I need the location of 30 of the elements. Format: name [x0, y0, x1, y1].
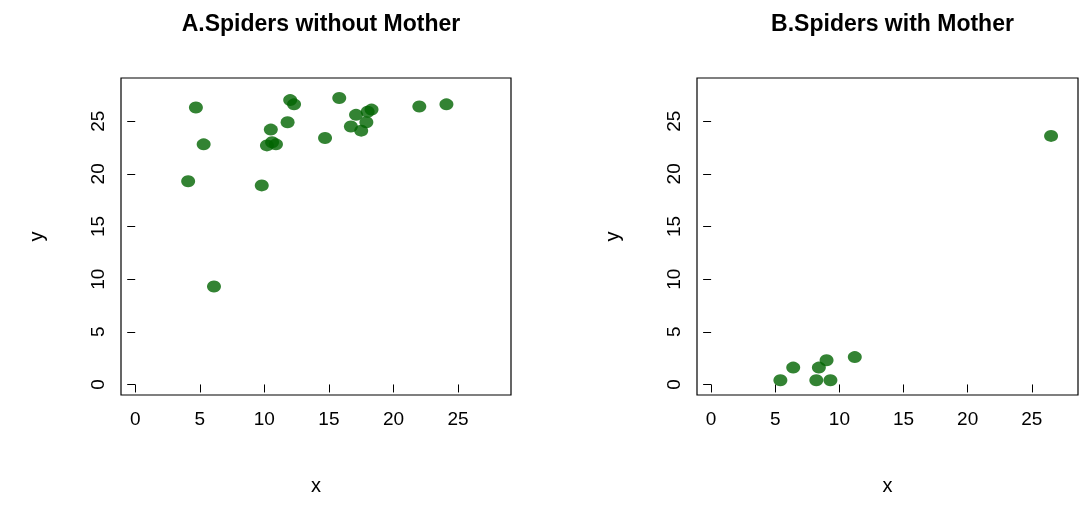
y-tick-label: 5	[663, 326, 684, 338]
x-tick-label: 0	[705, 408, 717, 429]
y-axis-title: y	[25, 231, 47, 242]
x-tick-label: 20	[957, 408, 979, 429]
x-tick-label: 5	[194, 408, 206, 429]
chart-title: B.Spiders with Mother	[771, 9, 1014, 36]
x-tick-label: 25	[447, 408, 469, 429]
y-tick-label: 20	[663, 163, 684, 185]
x-axis-title: x	[311, 474, 321, 496]
y-tick-label: 15	[87, 215, 108, 238]
x-tick-label: 5	[769, 408, 781, 429]
y-tick-label: 10	[87, 268, 108, 290]
y-tick-label: 5	[87, 326, 108, 338]
y-tick-label: 25	[663, 110, 684, 132]
x-axis-title: x	[882, 474, 893, 496]
x-tick-label: 10	[828, 408, 850, 429]
y-tick-label: 20	[87, 163, 108, 185]
x-tick-label: 25	[1021, 408, 1043, 429]
y-tick-label: 15	[663, 215, 684, 238]
x-tick-label: 20	[382, 408, 405, 429]
y-tick-label: 10	[663, 268, 684, 290]
y-tick-label: 25	[87, 110, 108, 132]
y-axis-title: y	[601, 231, 623, 242]
x-tick-label: 10	[253, 408, 275, 429]
x-tick-label: 0	[129, 408, 141, 429]
x-tick-label: 15	[318, 408, 340, 429]
x-tick-label: 15	[892, 408, 915, 429]
y-tick-label: 0	[87, 379, 108, 390]
chart-title: A.Spiders without Mother	[181, 9, 461, 36]
y-tick-label: 0	[663, 379, 684, 390]
